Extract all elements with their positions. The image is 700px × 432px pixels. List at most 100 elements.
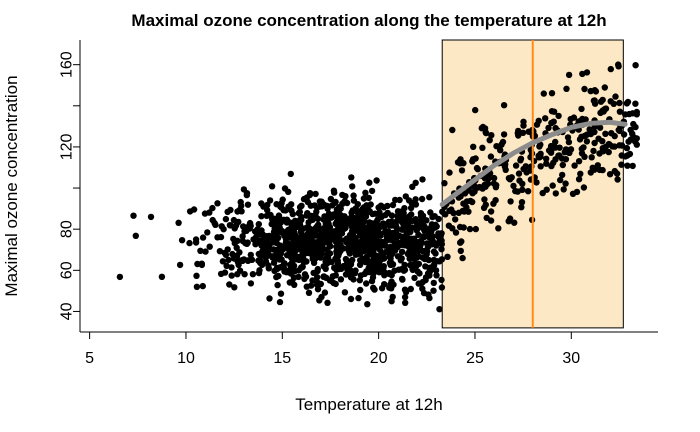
scatter-point xyxy=(466,225,474,233)
scatter-point xyxy=(265,265,272,272)
scatter-point xyxy=(457,247,464,255)
scatter-point xyxy=(518,204,525,211)
y-axis-label: Maximal ozone concentration xyxy=(2,75,21,296)
scatter-point xyxy=(533,179,540,186)
scatter-point xyxy=(327,213,334,221)
scatter-point xyxy=(277,290,285,297)
scatter-point xyxy=(356,261,364,268)
scatter-point xyxy=(301,257,308,264)
scatter-point xyxy=(432,250,439,257)
scatter-point xyxy=(506,215,514,222)
scatter-point xyxy=(565,138,573,146)
scatter-point xyxy=(343,199,351,207)
scatter-point xyxy=(629,162,636,170)
scatter-point xyxy=(358,244,365,251)
scatter-point xyxy=(402,216,409,224)
scatter-point xyxy=(342,255,350,263)
scatter-point xyxy=(600,107,607,114)
scatter-point xyxy=(398,275,406,283)
scatter-point xyxy=(309,277,316,284)
scatter-point xyxy=(147,213,155,221)
scatter-point xyxy=(236,267,244,274)
scatter-point xyxy=(452,216,459,223)
scatter-point xyxy=(395,210,403,217)
scatter-point xyxy=(515,170,523,177)
scatter-point xyxy=(264,206,271,214)
scatter-point xyxy=(374,244,382,251)
scatter-point xyxy=(579,115,586,123)
scatter-point xyxy=(430,287,437,294)
scatter-point xyxy=(430,279,437,287)
scatter-point xyxy=(252,241,259,248)
scatter-point xyxy=(266,197,274,204)
scatter-point xyxy=(435,239,443,246)
scatter-point xyxy=(438,276,445,284)
scatter-point xyxy=(407,261,414,269)
scatter-point xyxy=(350,197,358,204)
scatter-point xyxy=(605,148,612,156)
scatter-point xyxy=(414,268,421,275)
scatter-point xyxy=(518,199,526,206)
scatter-point xyxy=(333,266,340,273)
scatter-point xyxy=(386,259,394,266)
scatter-point xyxy=(547,142,555,150)
scatter-point xyxy=(438,256,446,263)
scatter-point xyxy=(233,252,241,259)
scatter-point xyxy=(591,139,598,147)
scatter-point xyxy=(367,242,374,249)
scatter-point xyxy=(596,150,603,157)
scatter-point xyxy=(493,143,500,150)
scatter-point xyxy=(601,84,608,91)
scatter-point xyxy=(276,256,283,263)
scatter-point xyxy=(590,97,598,104)
scatter-point xyxy=(319,244,326,251)
scatter-point xyxy=(258,200,265,207)
scatter-point xyxy=(520,165,527,173)
scatter-point xyxy=(421,227,428,234)
scatter-point xyxy=(420,289,428,297)
scatter-point xyxy=(304,243,311,251)
scatter-point xyxy=(511,219,518,226)
scatter-point xyxy=(560,186,567,193)
scatter-point xyxy=(324,299,331,306)
scatter-point xyxy=(431,213,438,220)
y-tick-label: 120 xyxy=(59,133,76,160)
scatter-point xyxy=(314,267,321,275)
scatter-point xyxy=(226,281,233,288)
scatter-point xyxy=(324,205,331,212)
scatter-point xyxy=(365,194,372,202)
scatter-point xyxy=(321,215,328,222)
scatter-point xyxy=(396,240,403,248)
scatter-point xyxy=(383,236,390,244)
scatter-point xyxy=(438,284,446,291)
scatter-point xyxy=(222,215,230,223)
scatter-point xyxy=(270,215,277,222)
scatter-point xyxy=(301,250,308,257)
scatter-point xyxy=(350,276,357,283)
scatter-point xyxy=(266,295,273,302)
scatter-point xyxy=(506,176,514,183)
scatter-point xyxy=(445,222,453,229)
scatter-point xyxy=(350,225,358,232)
scatter-point xyxy=(291,268,298,275)
scatter-point xyxy=(333,251,340,258)
scatter-point xyxy=(306,190,314,197)
scatter-point xyxy=(559,171,566,179)
scatter-point xyxy=(413,262,420,269)
scatter-point xyxy=(548,108,556,115)
scatter-point xyxy=(255,269,263,277)
scatter-point xyxy=(616,108,624,115)
scatter-point xyxy=(407,204,415,212)
scatter-point xyxy=(249,271,257,278)
scatter-point xyxy=(330,187,338,194)
scatter-point xyxy=(221,269,229,276)
scatter-point xyxy=(193,272,200,279)
scatter-point xyxy=(349,207,356,214)
scatter-point xyxy=(624,98,632,106)
scatter-point xyxy=(291,255,298,263)
scatter-point xyxy=(385,218,392,226)
scatter-point xyxy=(327,235,334,242)
scatter-point xyxy=(589,164,596,171)
scatter-point xyxy=(348,213,355,221)
scatter-point xyxy=(393,217,401,224)
